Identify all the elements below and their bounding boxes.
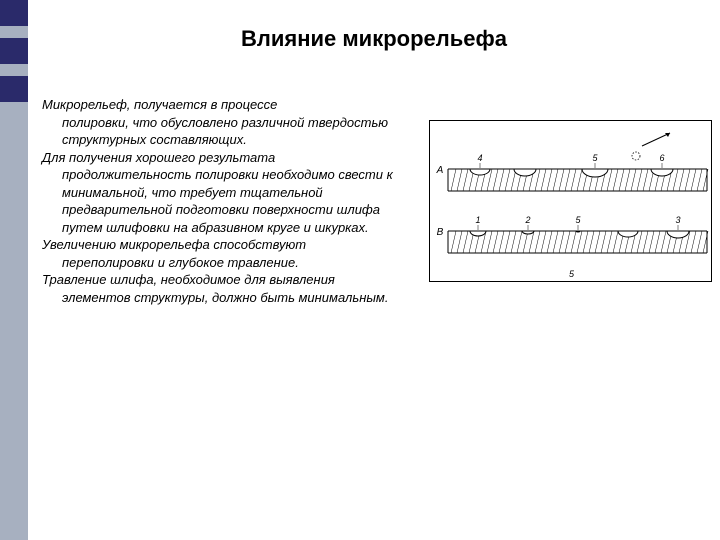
- tab-marker: [0, 0, 28, 26]
- diagram-svg: 4 5 6 А 1 2 5 3 В 5: [430, 121, 713, 283]
- svg-text:А: А: [436, 165, 444, 176]
- body-text: Микрорельеф, получается в процессе полир…: [42, 96, 422, 307]
- svg-text:5: 5: [569, 269, 575, 279]
- svg-text:2: 2: [524, 215, 530, 225]
- svg-text:В: В: [437, 227, 444, 238]
- svg-text:3: 3: [675, 215, 680, 225]
- svg-text:4: 4: [477, 153, 482, 163]
- tab-marker: [0, 38, 28, 64]
- p1-cont: полировки, что обусловлено различной тве…: [62, 115, 388, 148]
- svg-text:5: 5: [592, 153, 598, 163]
- p1-lead: Микрорельеф, получается в процессе: [42, 97, 277, 112]
- p3-lead: Увеличению микрорельефа способствуют: [42, 237, 306, 252]
- svg-text:6: 6: [659, 153, 664, 163]
- microrelief-diagram: 4 5 6 А 1 2 5 3 В 5: [429, 120, 712, 282]
- side-tabs: [0, 0, 28, 114]
- p4-cont: элементов структуры, должно быть минимал…: [62, 290, 388, 305]
- p4-lead: Травление шлифа, необходимое для выявлен…: [42, 272, 335, 287]
- p3-cont: переполировки и глубокое травление.: [62, 255, 299, 270]
- p2-cont: продолжительность полировки необходимо с…: [62, 167, 393, 235]
- svg-text:5: 5: [575, 215, 581, 225]
- svg-text:1: 1: [475, 215, 480, 225]
- slide-body: Влияние микрорельефа Микрорельеф, получа…: [28, 0, 720, 540]
- p2-lead: Для получения хорошего результата: [42, 150, 275, 165]
- slide-title: Влияние микрорельефа: [28, 26, 720, 52]
- tab-marker: [0, 76, 28, 102]
